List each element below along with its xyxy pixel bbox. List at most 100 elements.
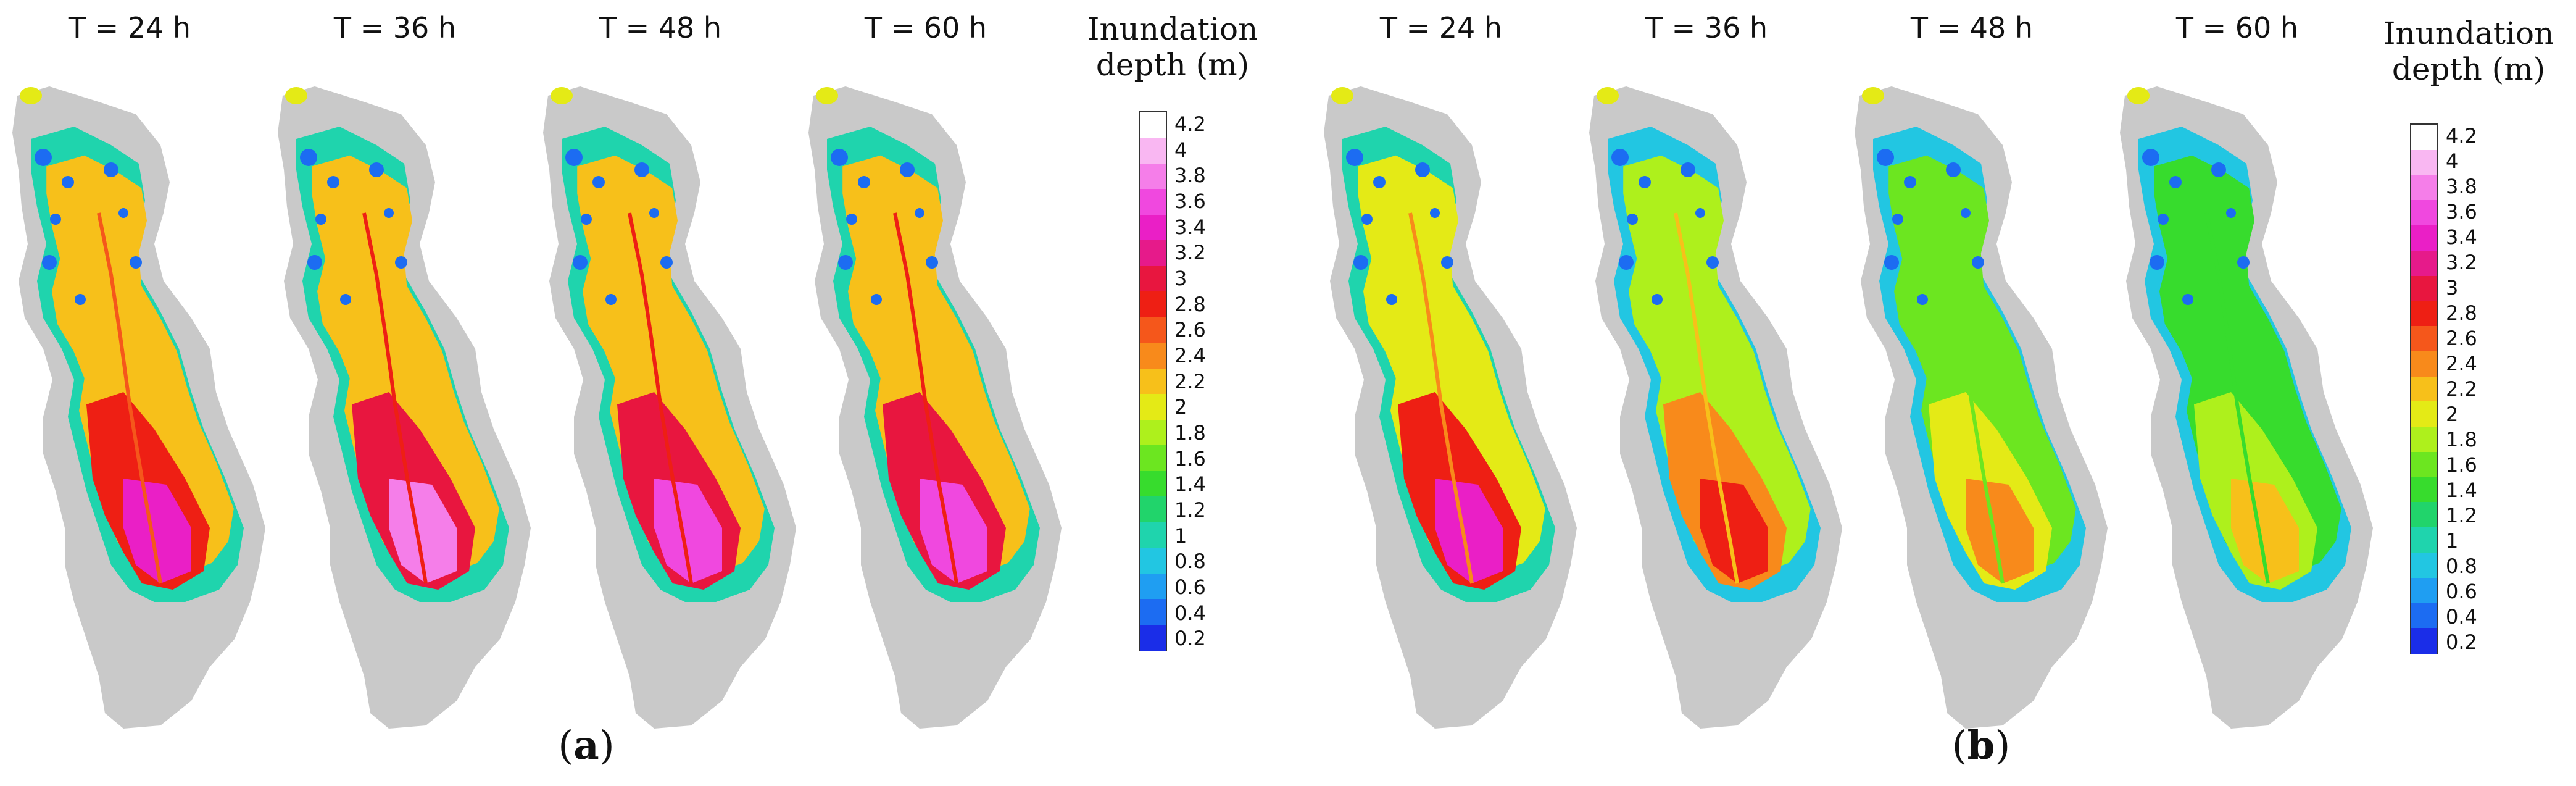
- river-channel: [1939, 212, 2005, 584]
- inundation-map-b-1: [1318, 59, 1589, 729]
- flood-pond: [42, 255, 57, 270]
- flood-pond: [649, 208, 659, 218]
- legend-tick-label: 1: [1174, 524, 1187, 548]
- flood-pond: [2158, 214, 2169, 225]
- legend-title-line1: Inundation: [1087, 11, 1258, 47]
- legend-tick-label: 1.4: [1174, 472, 1206, 496]
- flood-spot: [816, 87, 838, 104]
- flood-zone-deepest: [2231, 479, 2299, 583]
- flood-pond: [130, 256, 142, 269]
- flood-pond: [846, 214, 857, 225]
- legend-tick-label: 3.6: [2446, 200, 2477, 224]
- legend-swatch: [2411, 149, 2437, 177]
- flood-pond: [1946, 162, 1961, 177]
- legend-tick-label: 1: [2446, 529, 2459, 553]
- legend-tick-label: 1.2: [2446, 503, 2477, 527]
- legend-tick-label: 1.6: [1174, 446, 1206, 470]
- legend-title-a: Inundation depth (m): [1074, 11, 1271, 83]
- flood-pond: [1386, 294, 1397, 305]
- inundation-map-a-3: [537, 59, 808, 729]
- legend-tick-label: 1.4: [2446, 478, 2477, 502]
- legend-swatch: [2411, 301, 2437, 327]
- flood-zone-deepest: [654, 479, 722, 583]
- caption-close: ): [599, 723, 615, 769]
- flood-pond: [1904, 176, 1916, 188]
- flood-pond: [1681, 162, 1695, 177]
- legend-tick-label: 4.2: [1174, 112, 1206, 136]
- legend-tick-label: 1.2: [1174, 498, 1206, 522]
- legend-tick-label: 0.8: [2446, 554, 2477, 578]
- legend-swatch: [1140, 522, 1166, 549]
- legend-tick-label: 1.6: [2446, 453, 2477, 477]
- legend-swatch: [1140, 548, 1166, 575]
- panel-label-a-1: T = 24 h: [68, 11, 191, 44]
- flood-extent-medium: [1358, 155, 1545, 574]
- river-channel: [628, 212, 693, 584]
- legend-swatch: [1140, 599, 1166, 626]
- flood-pond: [327, 176, 339, 188]
- flood-pond: [858, 176, 870, 188]
- flood-pond: [2182, 294, 2193, 305]
- panel-label-a-2: T = 36 h: [333, 11, 457, 44]
- panel-label-b-2: T = 36 h: [1645, 11, 1768, 44]
- legend-tick-label: 2.6: [2446, 327, 2477, 351]
- legend-tick-label: 0.2: [2446, 630, 2477, 654]
- flood-pond: [1361, 214, 1373, 225]
- flood-pond: [104, 162, 118, 177]
- flood-pond: [384, 208, 394, 218]
- legend-colorbar-b: [2410, 123, 2438, 654]
- flood-pond: [1430, 208, 1440, 218]
- legend-tick-label: 0.2: [1174, 627, 1206, 651]
- flood-zone-deepest: [1966, 479, 2034, 583]
- legend-swatch: [1140, 573, 1166, 600]
- flood-pond: [1611, 149, 1629, 166]
- legend-tick-label: 3.4: [1174, 215, 1206, 239]
- legend-swatch: [2411, 125, 2437, 151]
- legend-swatch: [1140, 189, 1166, 216]
- flood-pond: [634, 162, 649, 177]
- legend-swatch: [2411, 200, 2437, 227]
- legend-tick-label: 2.4: [2446, 352, 2477, 376]
- flood-pond: [2150, 255, 2164, 270]
- legend-swatch: [1140, 265, 1166, 293]
- flood-pond: [660, 256, 673, 269]
- map-svg: [1589, 86, 1842, 729]
- legend-tick-label: 4: [2446, 149, 2459, 174]
- river-channel: [362, 212, 428, 584]
- flood-extent-medium: [1888, 155, 2076, 574]
- legend-tick-label: 3: [1174, 266, 1187, 290]
- legend-swatch: [1140, 291, 1166, 319]
- legend-tick-label: 4.2: [2446, 124, 2477, 148]
- legend-swatch: [1140, 138, 1166, 165]
- flood-pond: [573, 255, 588, 270]
- legend-tick-label: 3.8: [1174, 164, 1206, 188]
- legend-title-line2: depth (m): [1095, 47, 1250, 83]
- flood-pond: [1884, 255, 1899, 270]
- flood-pond: [592, 176, 605, 188]
- legend-tick-label: 3: [2446, 276, 2459, 300]
- flood-pond: [605, 294, 617, 305]
- flood-pond: [1892, 214, 1903, 225]
- inundation-map-a-2: [272, 59, 543, 729]
- legend-tick-label: 2.6: [1174, 318, 1206, 342]
- flood-pond: [1877, 149, 1894, 166]
- flood-zone-deepest: [1700, 479, 1768, 583]
- flood-spot: [20, 87, 42, 104]
- legend-swatch: [1140, 368, 1166, 395]
- river-channel: [2204, 212, 2270, 584]
- flood-pond: [2169, 176, 2182, 188]
- legend-tick-label: 0.6: [2446, 579, 2477, 603]
- legend-tick-label: 2.2: [2446, 377, 2477, 401]
- flood-pond: [838, 255, 853, 270]
- river-channel: [1408, 212, 1474, 584]
- flood-zone-deepest: [389, 479, 457, 583]
- legend-tick-label: 3.2: [1174, 241, 1206, 265]
- flood-pond: [1373, 176, 1386, 188]
- legend-swatch: [2411, 427, 2437, 453]
- flood-pond: [581, 214, 592, 225]
- river-channel: [97, 212, 162, 584]
- legend-swatch: [2411, 628, 2437, 654]
- legend-swatch: [2411, 477, 2437, 504]
- legend-swatch: [1140, 445, 1166, 472]
- legend-swatch: [2411, 502, 2437, 529]
